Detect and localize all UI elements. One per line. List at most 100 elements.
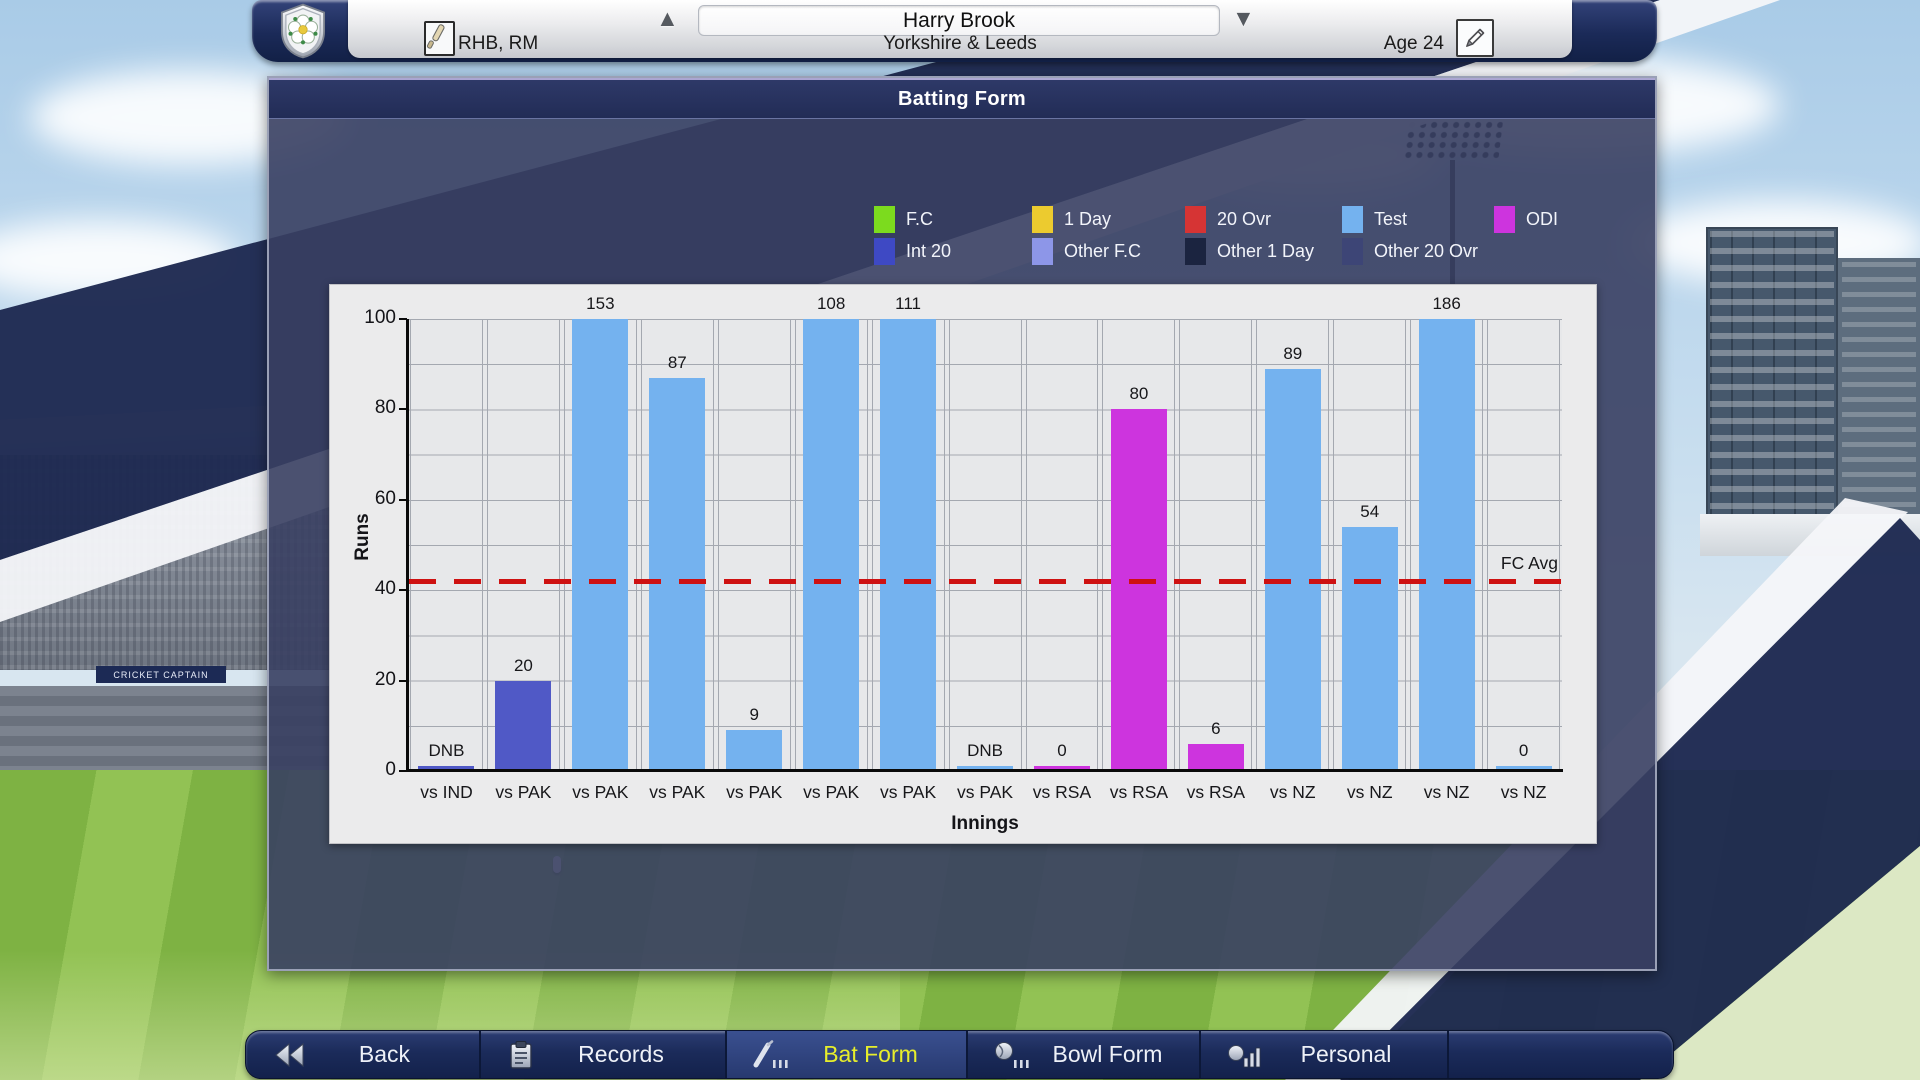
nav-bat-form-button[interactable]: Bat Form: [727, 1031, 968, 1078]
nav-personal-button[interactable]: Personal: [1201, 1031, 1449, 1078]
player-age: Age 24: [1383, 33, 1444, 54]
bar: [495, 680, 552, 771]
bar-value-label: 0: [1057, 741, 1067, 760]
legend-item: 20 Ovr: [1185, 204, 1271, 234]
x-axis-tick-label: vs PAK: [726, 782, 783, 802]
y-axis-tick-label: 100: [364, 307, 396, 328]
legend-label: Test: [1374, 208, 1408, 229]
next-player-button[interactable]: ▼: [1232, 5, 1255, 31]
player-header-silver-bar: ▲ Harry Brook ▼ RHB, RM Yorkshire & Leed…: [348, 0, 1572, 58]
bar-value-label: DNB: [428, 741, 465, 760]
bat-icon: [424, 21, 455, 56]
fc-average-line: [409, 579, 1563, 585]
player-name-selector[interactable]: Harry Brook: [698, 5, 1220, 36]
chart-slot: DNB vs IND: [410, 319, 483, 802]
x-axis-tick-label: vs RSA: [1109, 782, 1169, 802]
bar: [1110, 409, 1167, 771]
y-axis-line: [406, 319, 409, 771]
chart-slot: 153 vs PAK: [563, 294, 637, 802]
bar: [1264, 368, 1321, 771]
legend-item: ODI: [1494, 204, 1558, 234]
legend-label: Int 20: [906, 240, 952, 261]
x-axis-tick-label: vs NZ: [1346, 782, 1393, 802]
edit-player-button[interactable]: [1456, 19, 1494, 57]
y-axis-tick-label: 80: [374, 397, 396, 419]
bar: [649, 377, 706, 771]
y-axis-tick-label: 20: [374, 668, 396, 690]
bar-value-label: 54: [1360, 501, 1380, 521]
chart-slot: 108 vs PAK: [794, 294, 868, 802]
legend-label: ODI: [1526, 208, 1559, 229]
nav-back-label: Back: [358, 1041, 411, 1067]
panel-title: Batting Form: [269, 78, 1655, 119]
bar-value-label: 9: [749, 705, 759, 725]
player-team: Yorkshire & Leeds: [883, 33, 1037, 54]
nav-back-button[interactable]: Back: [246, 1031, 481, 1078]
legend-item: 1 Day: [1032, 204, 1111, 234]
x-axis-tick-label: vs PAK: [803, 782, 860, 802]
chart-slot: 9 vs PAK: [717, 319, 791, 802]
bar: [1341, 526, 1398, 771]
bar-value-label: 20: [513, 655, 533, 675]
chart-slot: 80 vs RSA: [1102, 319, 1176, 802]
bar-value-label: 87: [667, 352, 687, 372]
x-axis-tick-label: vs NZ: [1423, 782, 1470, 802]
legend-item: Test: [1342, 204, 1407, 234]
player-header-bar: ▲ Harry Brook ▼ RHB, RM Yorkshire & Leed…: [252, 0, 1657, 62]
cricket-bat-icon: [753, 1039, 793, 1070]
bar: [418, 766, 475, 771]
batting-form-panel: Batting Form F.C 1 Day 20 Ovr Test ODI Int 20…: [267, 76, 1657, 971]
fc-average-label: FC Avg: [1500, 553, 1558, 574]
legend-item: Int 20: [874, 236, 951, 266]
nav-bowl-form-button[interactable]: Bowl Form: [968, 1031, 1201, 1078]
x-axis-tick-label: vs PAK: [880, 782, 937, 802]
club-crest-icon: [266, 2, 340, 60]
bar: [1418, 319, 1475, 771]
bar: [880, 319, 937, 771]
y-axis-tick-mark: [399, 679, 407, 682]
legend-swatch: [1494, 205, 1515, 233]
bar-value-label: 6: [1211, 718, 1221, 738]
bar-value-label: 111: [895, 294, 922, 313]
y-axis-tick-label: 0: [385, 759, 396, 780]
nav-personal-label: Personal: [1300, 1041, 1392, 1067]
nav-records-button[interactable]: Records: [481, 1031, 727, 1078]
cricket-ball-icon: [994, 1040, 1034, 1070]
x-axis-tick-label: vs RSA: [1032, 782, 1092, 802]
legend-label: 1 Day: [1064, 208, 1112, 229]
bar: [726, 730, 783, 771]
previous-player-button[interactable]: ▲: [656, 5, 679, 31]
legend-label: Other F.C: [1064, 240, 1142, 261]
y-axis-tick-mark: [399, 408, 407, 411]
y-axis-tick-mark: [399, 770, 407, 772]
chart-slot: 89 vs NZ: [1256, 319, 1330, 802]
legend-label: F.C: [906, 208, 933, 229]
x-axis-tick-label: vs RSA: [1186, 782, 1246, 802]
nav-bar-filler: [1449, 1031, 1673, 1078]
x-axis-tick-label: vs PAK: [572, 782, 629, 802]
legend-swatch: [874, 205, 895, 233]
legend-swatch: [1032, 237, 1053, 265]
x-axis-tick-label: vs PAK: [495, 782, 552, 802]
y-axis-tick-label: 40: [374, 578, 396, 600]
legend-label: Other 20 Ovr: [1374, 240, 1479, 261]
batting-bowling-style: RHB, RM: [458, 33, 539, 54]
bar-chart-icon: [1227, 1040, 1263, 1070]
records-icon: [507, 1040, 535, 1070]
legend-swatch: [1185, 205, 1206, 233]
y-axis-tick-mark: [399, 318, 407, 320]
legend-swatch: [1342, 205, 1363, 233]
bar: [1187, 743, 1244, 771]
chart-box: Runs DNB vs IND 20 vs PAK 153 vs PAK 87 vs PAK 9…: [329, 284, 1597, 844]
legend-item: Other 20 Ovr: [1342, 236, 1478, 266]
chart-slot: 0 vs RSA: [1025, 319, 1099, 802]
y-axis-tick-mark: [399, 498, 407, 501]
legend-swatch: [1032, 205, 1053, 233]
bar-value-label: 153: [586, 294, 615, 313]
bar-value-label: 108: [816, 294, 846, 313]
chart-slot: DNB vs PAK: [948, 319, 1022, 802]
bar: [1033, 766, 1090, 771]
x-axis-tick-label: vs IND: [420, 782, 473, 802]
legend-swatch: [874, 237, 895, 265]
legend-label: Other 1 Day: [1217, 240, 1315, 261]
